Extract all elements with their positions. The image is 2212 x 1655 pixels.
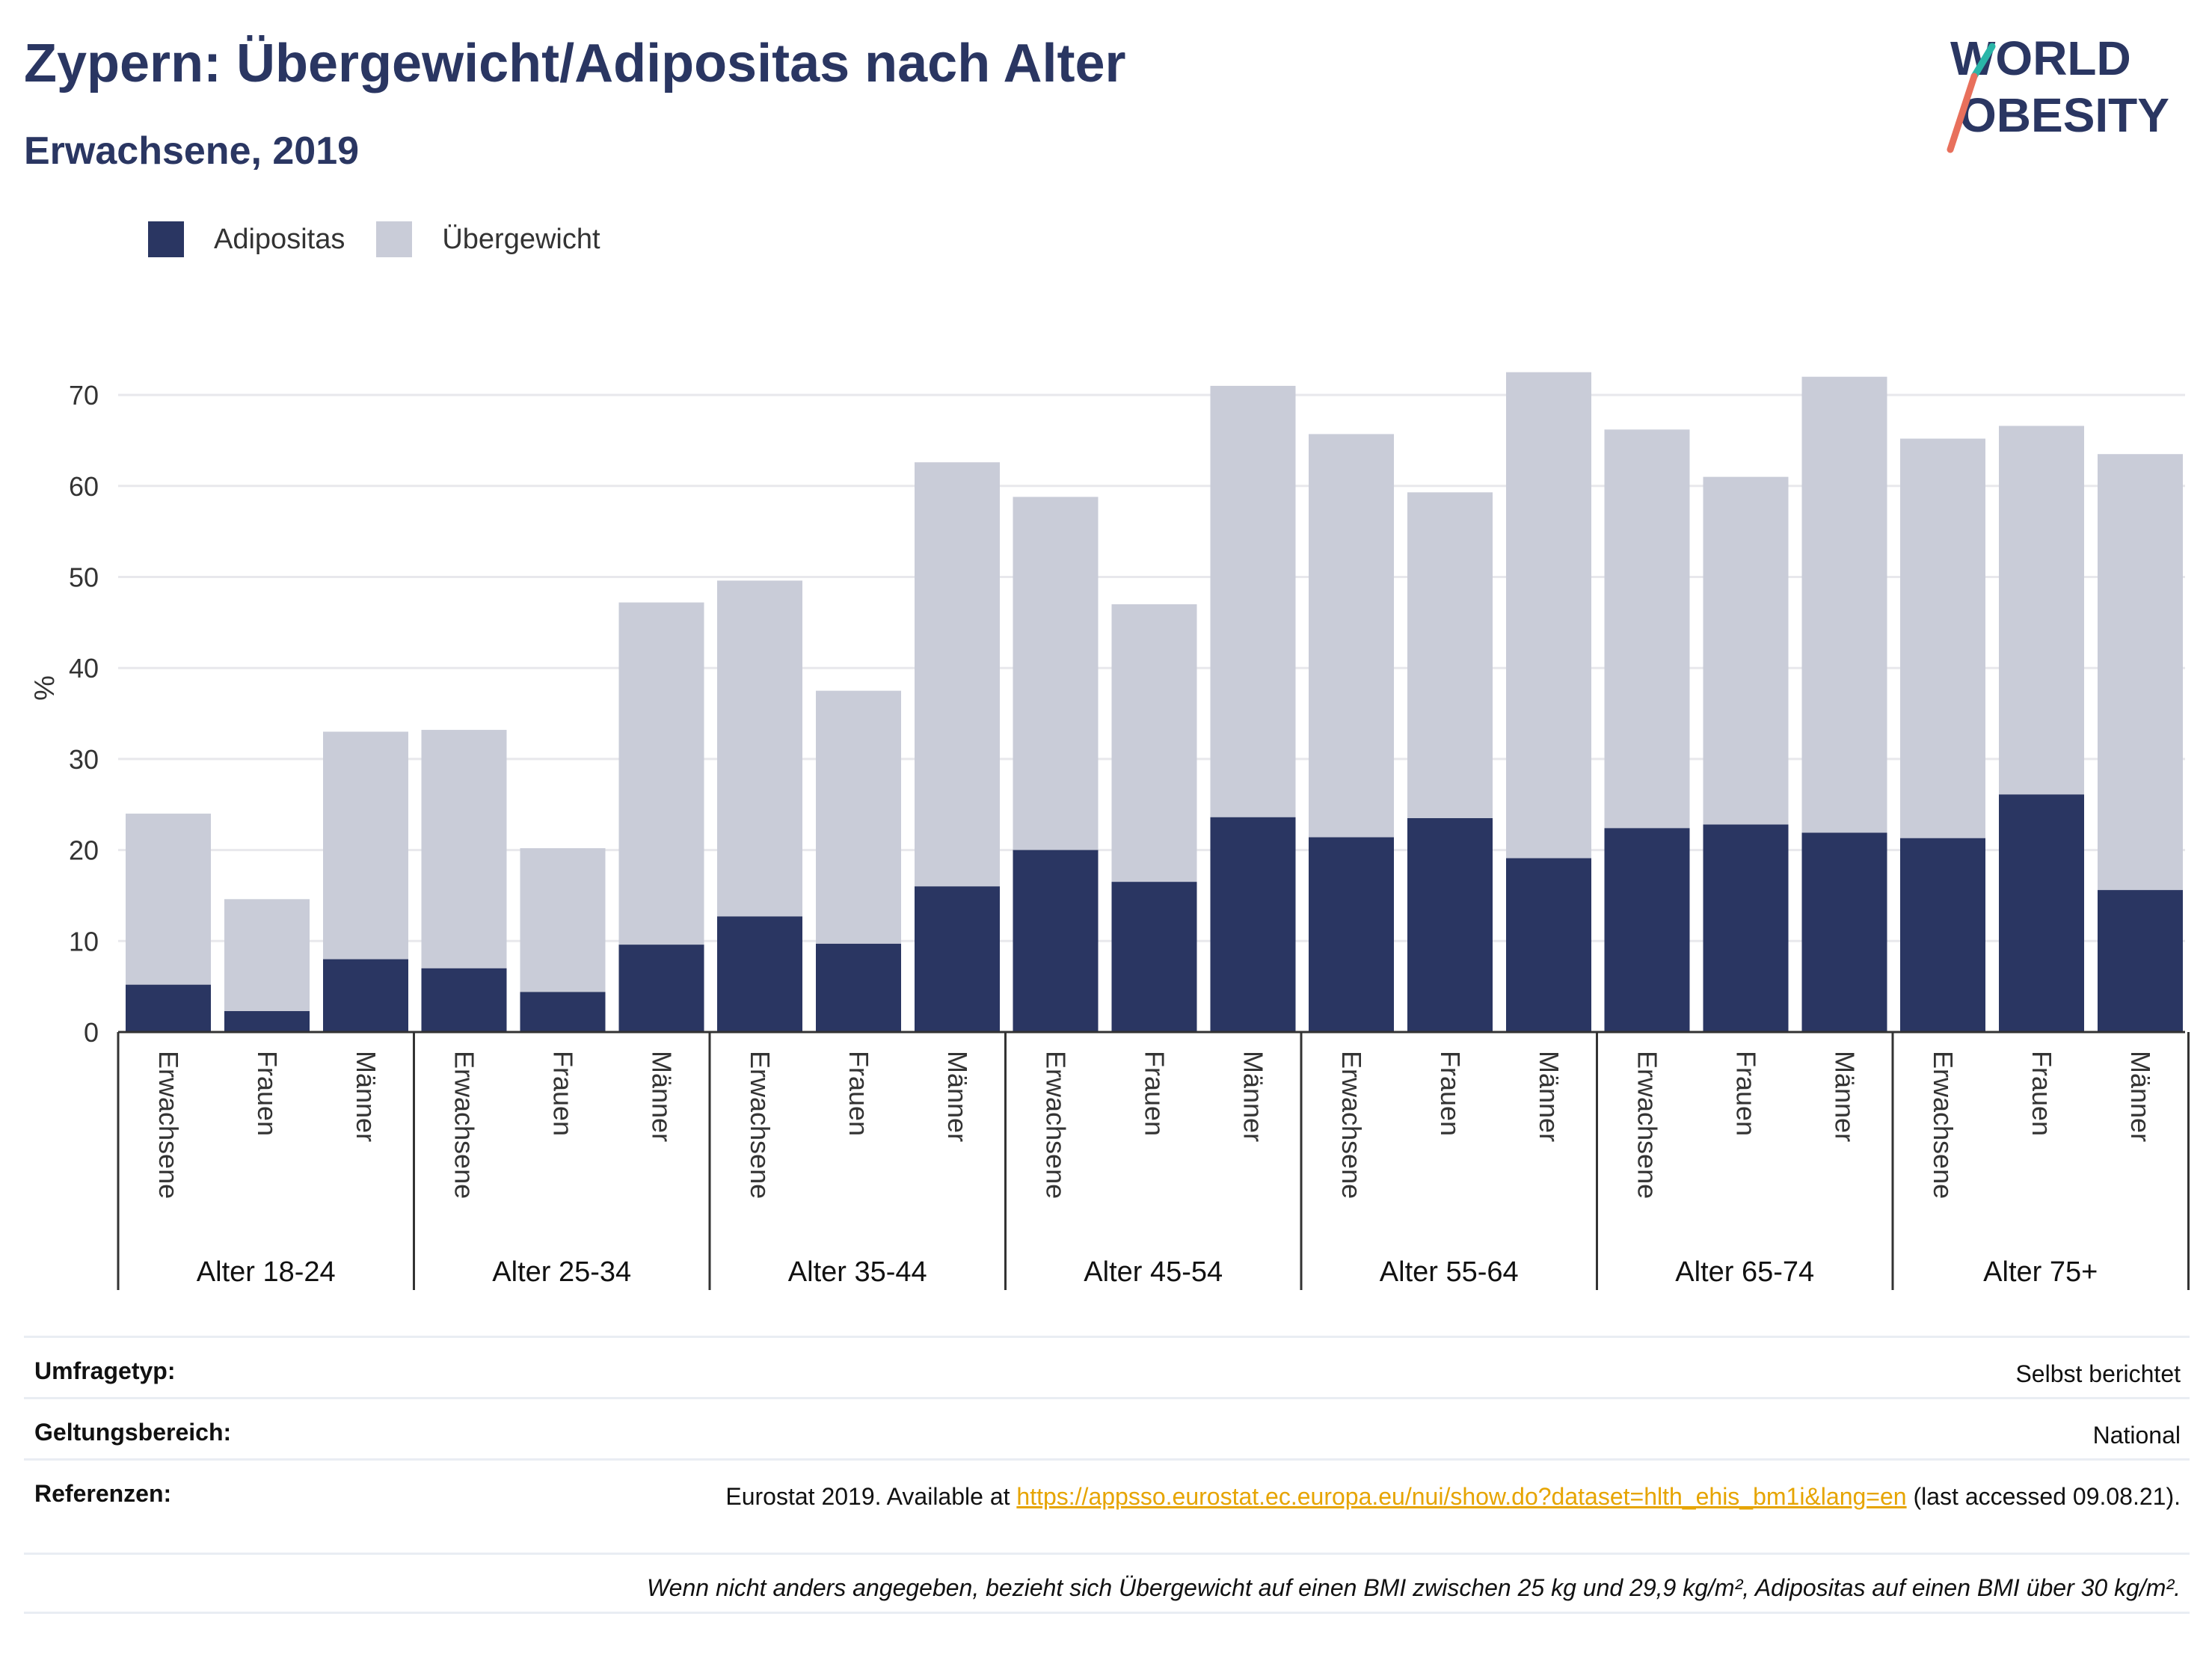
bar-uebergewicht [224, 899, 310, 1032]
bar-adipositas [1407, 818, 1493, 1032]
bar-adipositas [1013, 850, 1099, 1032]
category-label: Erwachsene [153, 1051, 184, 1199]
bar-adipositas [1210, 817, 1296, 1032]
bar-adipositas [323, 959, 408, 1032]
bar-adipositas [2098, 890, 2183, 1032]
info-row-references: Referenzen: Eurostat 2019. Available at … [24, 1458, 2190, 1553]
bar-adipositas [1703, 824, 1789, 1032]
category-label: Erwachsene [449, 1051, 480, 1199]
survey-type-label: Umfragetyp: [34, 1357, 176, 1384]
logo-teal-stroke [1970, 43, 1996, 80]
logo-line2: OBESITY [1959, 88, 2169, 142]
bar-adipositas [1604, 828, 1690, 1032]
group-label: Alter 35-44 [788, 1256, 927, 1288]
y-tick-label: 0 [84, 1017, 99, 1048]
category-label: Männer [1534, 1051, 1564, 1142]
scope-label: Geltungsbereich: [34, 1419, 232, 1446]
category-label: Frauen [1731, 1051, 1762, 1136]
category-label: Frauen [844, 1051, 874, 1136]
bar-adipositas [618, 945, 704, 1032]
y-tick-label: 60 [69, 471, 99, 502]
category-label: Männer [1238, 1051, 1269, 1142]
category-label: Männer [351, 1051, 381, 1142]
bar-chart: 0 10 20 30 40 50 60 70% Erwachsene Frauen Männer Al… [29, 372, 2190, 1290]
category-label: Frauen [252, 1051, 283, 1136]
y-tick-label: 70 [69, 380, 99, 411]
group-label: Alter 45-54 [1084, 1256, 1223, 1288]
category-label: Frauen [2027, 1051, 2057, 1136]
category-label: Männer [647, 1051, 678, 1142]
group-label: Alter 25-34 [492, 1256, 631, 1288]
references-link[interactable]: https://appsso.eurostat.ec.europa.eu/nui… [1016, 1483, 1907, 1510]
category-label: Erwachsene [1041, 1051, 1072, 1199]
legend-item-adipositas[interactable]: Adipositas [148, 221, 345, 257]
survey-type-value: Selbst berichtet [2015, 1360, 2181, 1387]
category-label: Frauen [548, 1051, 579, 1136]
world-obesity-logo: WORLD OBESITY [1947, 31, 2169, 153]
y-tick-label: 20 [69, 835, 99, 866]
info-row-scope: Geltungsbereich: National [24, 1397, 2190, 1458]
category-label: Frauen [1435, 1051, 1466, 1136]
logo-line1: WORLD [1950, 31, 2131, 85]
logo-coral-stroke [1947, 73, 1978, 153]
category-label: Männer [1830, 1051, 1861, 1142]
bar-adipositas [126, 984, 211, 1032]
y-tick-label: 30 [69, 744, 99, 775]
bar-adipositas [717, 916, 802, 1032]
bar-adipositas [520, 992, 606, 1032]
group-label: Alter 18-24 [197, 1256, 336, 1288]
category-label: Erwachsene [1928, 1051, 1958, 1199]
bar-adipositas [1999, 794, 2084, 1032]
bar-adipositas [1801, 832, 1887, 1032]
chart-subtitle: Erwachsene, 2019 [24, 129, 360, 173]
legend-swatch-uebergewicht [376, 221, 413, 257]
chart-title: Zypern: Übergewicht/Adipositas nach Alte… [24, 34, 1126, 93]
bar-adipositas [816, 943, 901, 1032]
legend: Adipositas Übergewicht [148, 221, 632, 257]
bar-adipositas [1111, 882, 1197, 1032]
legend-item-uebergewicht[interactable]: Übergewicht [376, 221, 600, 257]
references-value: Eurostat 2019. Available at https://apps… [725, 1480, 2181, 1513]
category-label: Erwachsene [1632, 1051, 1663, 1199]
references-suffix: (last accessed 09.08.21). [1906, 1483, 2181, 1510]
y-tick-label: 50 [69, 562, 99, 593]
bar-adipositas [915, 886, 1000, 1032]
references-label: Referenzen: [34, 1480, 172, 1507]
bar-adipositas [421, 968, 507, 1032]
group-label: Alter 65-74 [1675, 1256, 1814, 1288]
legend-label-uebergewicht: Übergewicht [442, 223, 600, 255]
bar-adipositas [1506, 858, 1591, 1032]
references-prefix: Eurostat 2019. Available at [725, 1483, 1017, 1510]
info-table: Umfragetyp: Selbst berichtet Geltungsber… [24, 1336, 2190, 1614]
category-label: Männer [942, 1051, 973, 1142]
bar-adipositas [1900, 838, 1985, 1032]
bmi-note: Wenn nicht anders angegeben, bezieht sic… [647, 1574, 2181, 1601]
group-label: Alter 55-64 [1380, 1256, 1519, 1288]
legend-swatch-adipositas [148, 221, 184, 257]
y-axis-label: % [29, 675, 61, 701]
bar-adipositas [224, 1011, 310, 1032]
info-row-note: Wenn nicht anders angegeben, bezieht sic… [24, 1553, 2190, 1614]
y-tick-label: 40 [69, 653, 99, 684]
y-tick-label: 10 [69, 926, 99, 957]
scope-value: National [2092, 1422, 2181, 1449]
bar-adipositas [1309, 837, 1394, 1032]
legend-label-adipositas: Adipositas [214, 223, 345, 255]
category-label: Frauen [1140, 1051, 1170, 1136]
category-label: Männer [2125, 1051, 2156, 1142]
category-label: Erwachsene [745, 1051, 775, 1199]
category-label: Erwachsene [1336, 1051, 1367, 1199]
group-label: Alter 75+ [1983, 1256, 2098, 1288]
info-row-survey: Umfragetyp: Selbst berichtet [24, 1336, 2190, 1397]
